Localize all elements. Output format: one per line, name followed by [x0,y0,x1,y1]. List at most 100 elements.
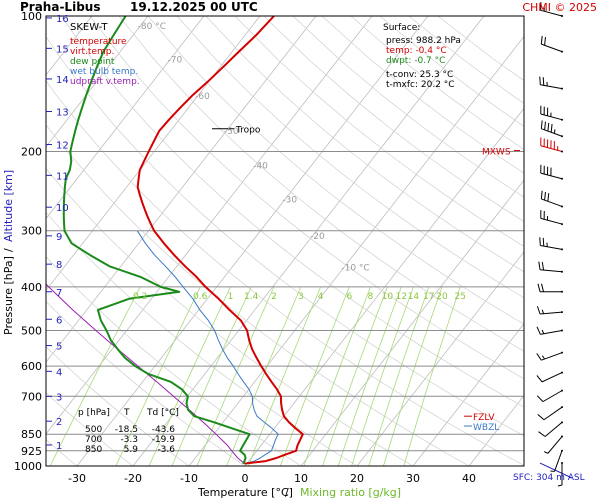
x-tick-label: 20 [350,472,364,485]
isotherm-line [525,16,600,466]
datetime-title: 19.12.2025 00 UTC [130,0,258,14]
table-cell: -18.5 [115,425,138,435]
isotherm-line [412,323,524,466]
wind-barb-shaft [541,43,563,53]
wind-barb [550,449,563,472]
x-tick-label: 10 [294,472,308,485]
wind-barb-half [541,309,545,314]
isotherm-line [188,35,524,466]
wind-barb-flag [547,193,550,202]
wind-barb-shaft [541,198,563,207]
wind-barb [540,120,563,138]
isotherm-line [468,394,524,466]
x-tick-label: -20 [124,472,142,485]
mixing-ratio-line [383,286,443,466]
mixing-ratio-line [351,286,414,466]
legend-title: SKEW-T [70,22,108,33]
table-row: 500 -18.5 -43.6 [85,425,175,435]
mixing-ratio-label: 12 [396,292,407,302]
wind-barb [536,389,563,403]
pressure-tick-label: 1000 [14,460,42,473]
wind-barb-flag [544,37,546,46]
fzlv-label: FZLV [473,413,495,423]
dry-adiabat [147,16,524,325]
wind-barb [540,105,563,121]
mixing-ratio-label: 2 [271,292,277,302]
isotherm-label: -80 °C [138,22,166,32]
wind-barb-base [561,248,563,251]
pressure-tick-label: 200 [21,145,42,158]
wind-barb [538,421,563,437]
isotherm-line [300,179,524,466]
wind-barb-base [561,351,563,354]
isotherm-line [46,16,261,292]
wind-barb-base [561,462,563,465]
sfc-pointer [539,462,573,479]
wind-barb-shaft [542,390,563,403]
isotherm-label: -70 [168,56,183,66]
table-cell: 500 [85,425,102,435]
mixing-ratio-line [403,286,461,466]
table-header-td: Td [°C] [146,408,179,418]
dry-adiabat [234,16,524,247]
wind-barb-base [561,205,563,208]
wind-barb-base [561,329,563,332]
table-cell: -43.6 [152,425,176,435]
dry-adiabat [263,16,524,222]
wind-barb [540,190,563,208]
wind-barb-half [557,484,563,487]
wind-barb-base [561,311,563,314]
altitude-tick-label: 1 [56,441,62,452]
wind-barb-base [561,15,563,17]
mixing-ratio-label: 14 [408,292,420,302]
wind-barb-half [541,329,545,334]
x-tick-label: 40 [462,472,476,485]
table-cell: -19.9 [152,435,176,445]
altitude-tick-label: 15 [56,44,69,55]
pressure-tick-label: 925 [21,445,42,458]
wind-barb-base [561,177,563,180]
wind-barb [540,2,563,17]
table-header-t: T [123,408,130,418]
mixing-ratio-label: 10 [382,292,394,302]
dry-adiabat [118,16,524,352]
wind-barb [536,326,563,335]
wind-barb-base [561,50,563,53]
wind-barb-shaft [554,450,563,472]
wind-barb-shaft [543,406,563,421]
isotherm-line [46,16,317,363]
wind-barb-shaft [541,352,563,361]
dry-adiabat [46,212,358,466]
wind-barb-flag [539,237,541,246]
table-cell: 5.9 [124,445,139,455]
pressure-tick-label: 700 [21,390,42,403]
isotherm-label: -30 [282,196,297,206]
surface-tmxfc: t-mxfc: 20.2 °C [386,80,455,90]
altitude-tick-label: 2 [56,417,62,428]
dry-adiabat [89,16,524,380]
isotherm-label: -20 [310,232,325,242]
wind-barb-flag [540,190,543,199]
wind-barb-shaft [540,9,563,17]
wind-barb-flag [536,306,541,315]
isotherm-label: -60 [195,92,210,102]
wind-barb-shaft [540,245,563,250]
wind-barb-base [561,290,563,293]
wind-barb [536,306,563,315]
isotherm-label: -50 [224,127,239,137]
mxws-label: MXWS [482,147,511,157]
wind-barb-flag [541,261,545,271]
mixing-ratio-label: 25 [455,292,466,302]
isotherm-line [46,16,205,220]
series-layer [46,16,304,465]
x-tick-label: -30 [68,472,86,485]
parcel-line [46,283,245,464]
wind-barb-flag [536,375,543,383]
y-axis-label-altitude: Altitude [km] [2,170,15,242]
altitude-tick-label: 12 [56,141,69,152]
wind-barb-flag [540,120,543,129]
wind-barb [540,35,563,53]
wind-barb-flag [537,413,545,421]
mixing-ratio-label: 0.2 [133,292,147,302]
